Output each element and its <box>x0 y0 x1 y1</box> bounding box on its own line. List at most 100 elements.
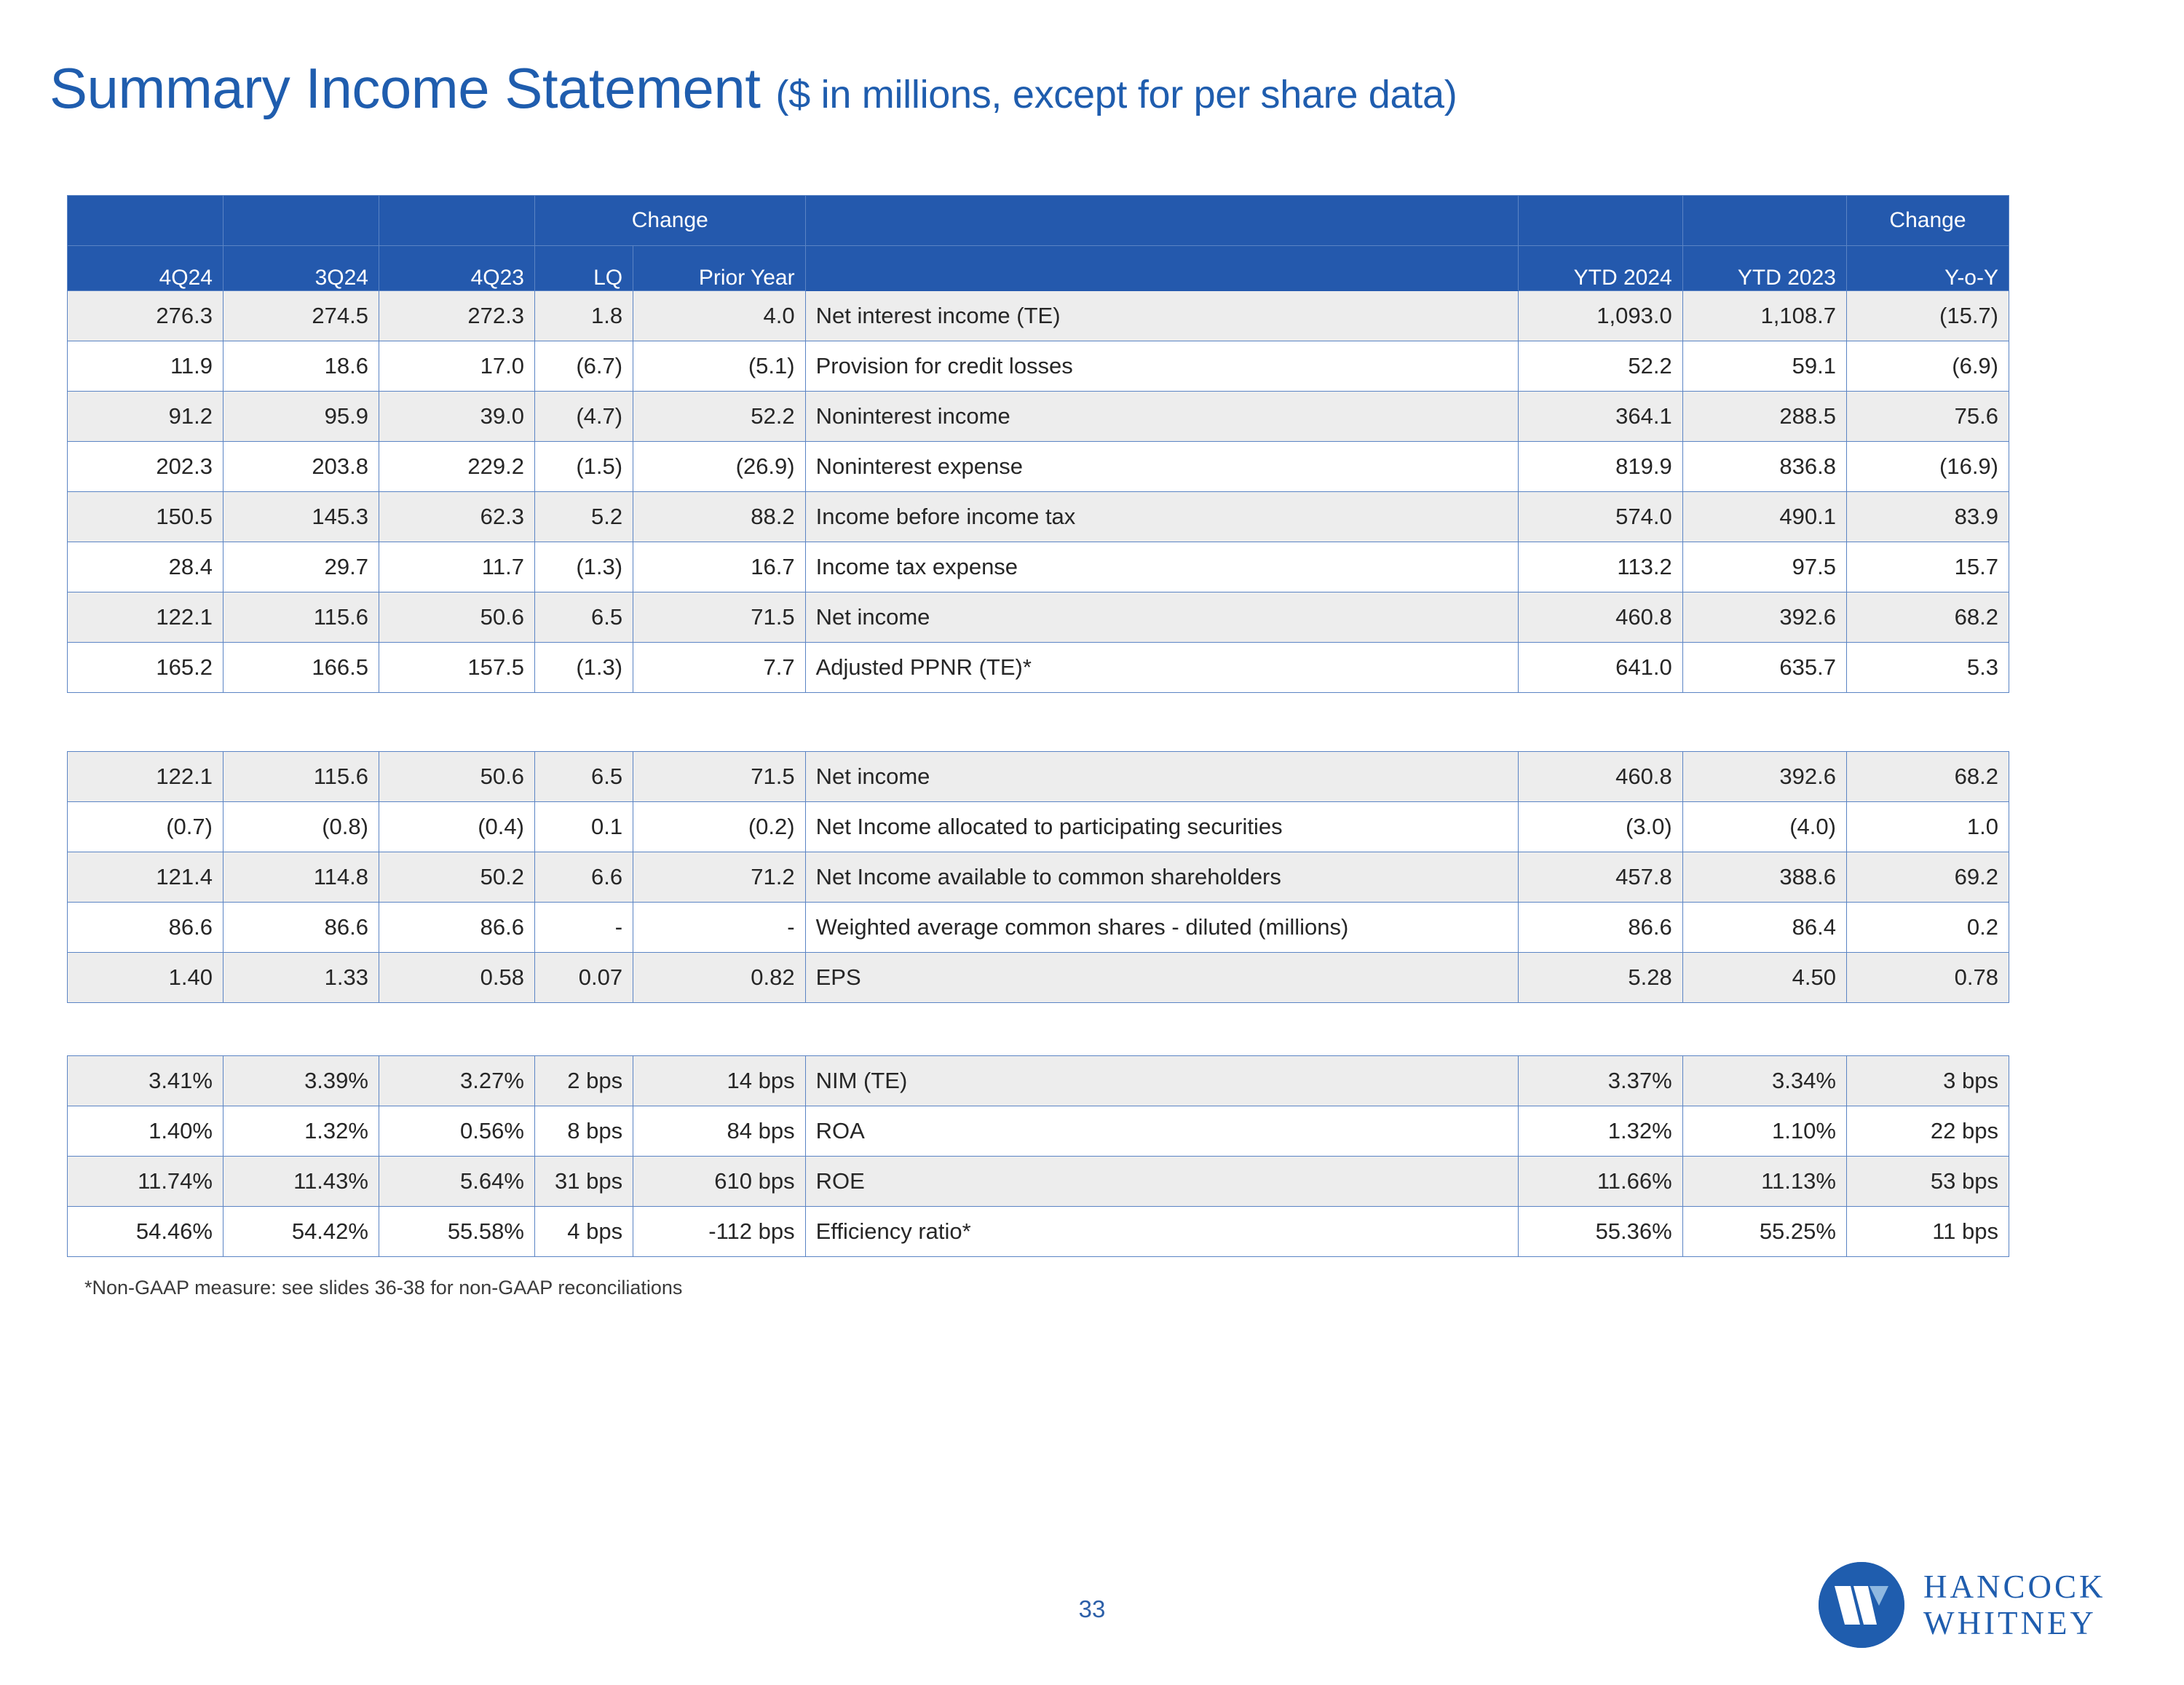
cell-change-prior-year: 16.7 <box>633 542 806 592</box>
cell-change-lq: - <box>534 902 634 953</box>
cell-4q23: 50.2 <box>378 852 535 903</box>
cell-change-prior-year: 71.5 <box>633 592 806 643</box>
cell-4q23: 50.6 <box>378 751 535 802</box>
cell-change-lq: 1.8 <box>534 290 634 341</box>
cell-4q24: 54.46% <box>67 1206 223 1257</box>
column-header-ytd-2023: YTD 2023 <box>1682 245 1847 291</box>
cell-4q24: 3.41% <box>67 1055 223 1106</box>
cell-3q24: 1.32% <box>222 1106 379 1157</box>
cell-ytd-2024: 819.9 <box>1518 441 1683 492</box>
cell-4q23: (0.4) <box>378 801 535 852</box>
cell-3q24: 115.6 <box>222 592 379 643</box>
cell-line-item: Noninterest income <box>804 391 1519 442</box>
cell-ytd-2023: 392.6 <box>1682 751 1847 802</box>
eps-reconciliation-table: 122.1 115.6 50.6 6.5 71.5 Net income 460.8 392.… <box>67 751 2010 1003</box>
cell-change-lq: 4 bps <box>534 1206 634 1257</box>
cell-ytd-2024: 457.8 <box>1518 852 1683 903</box>
cell-ytd-2024: 641.0 <box>1518 642 1683 693</box>
non-gaap-footnote: *Non-GAAP measure: see slides 36-38 for … <box>84 1277 683 1299</box>
header-spacer <box>804 195 1519 246</box>
header-spacer <box>378 195 535 246</box>
cell-change-prior-year: 84 bps <box>633 1106 806 1157</box>
cell-ytd-2023: (4.0) <box>1682 801 1847 852</box>
cell-change-prior-year: (26.9) <box>633 441 806 492</box>
cell-ytd-2023: 490.1 <box>1682 491 1847 542</box>
logo-line-1: HANCOCK <box>1923 1568 2106 1605</box>
cell-3q24: 166.5 <box>222 642 379 693</box>
cell-ytd-2023: 1,108.7 <box>1682 290 1847 341</box>
cell-change-prior-year: - <box>633 902 806 953</box>
cell-ytd-2023: 11.13% <box>1682 1156 1847 1207</box>
cell-change-yoy: 15.7 <box>1845 542 2010 592</box>
cell-change-yoy: (16.9) <box>1845 441 2010 492</box>
cell-3q24: 1.33 <box>222 952 379 1003</box>
table-header-row: 4Q24 3Q24 4Q23 LQ Prior Year YTD 2024 YT… <box>67 245 2010 291</box>
cell-4q23: 272.3 <box>378 290 535 341</box>
column-header-4q24: 4Q24 <box>67 245 223 291</box>
cell-ytd-2023: 392.6 <box>1682 592 1847 643</box>
hancock-whitney-logo: HANCOCK WHITNEY <box>1819 1562 2106 1648</box>
cell-line-item: Income tax expense <box>804 542 1519 592</box>
table-row: 202.3 203.8 229.2 (1.5) (26.9) Noninterest ex… <box>67 441 2010 492</box>
cell-4q24: 11.74% <box>67 1156 223 1207</box>
cell-line-item: Net Income allocated to participating se… <box>804 801 1519 852</box>
cell-change-prior-year: 0.82 <box>633 952 806 1003</box>
cell-line-item: Net interest income (TE) <box>804 290 1519 341</box>
cell-change-prior-year: -112 bps <box>633 1206 806 1257</box>
cell-change-yoy: 0.2 <box>1845 902 2010 953</box>
table-row: 121.4 114.8 50.2 6.6 71.2 Net Income availabl… <box>67 852 2010 903</box>
page-title: Summary Income Statement ($ in millions,… <box>50 60 1457 116</box>
cell-4q23: 55.58% <box>378 1206 535 1257</box>
cell-4q23: 11.7 <box>378 542 535 592</box>
header-spacer <box>1518 195 1683 246</box>
table-row: 122.1 115.6 50.6 6.5 71.5 Net income 460.8 392.… <box>67 751 2010 802</box>
cell-ytd-2024: 11.66% <box>1518 1156 1683 1207</box>
cell-3q24: 18.6 <box>222 341 379 392</box>
table-row: 276.3 274.5 272.3 1.8 4.0 Net interest income… <box>67 290 2010 341</box>
table-row: 1.40% 1.32% 0.56% 8 bps 84 bps ROA 1.32% 1.10% 2… <box>67 1106 2010 1157</box>
cell-ytd-2023: 288.5 <box>1682 391 1847 442</box>
cell-4q23: 0.56% <box>378 1106 535 1157</box>
header-spacer <box>222 195 379 246</box>
cell-change-yoy: 1.0 <box>1845 801 2010 852</box>
cell-4q24: 165.2 <box>67 642 223 693</box>
cell-4q24: 1.40% <box>67 1106 223 1157</box>
cell-ytd-2024: 3.37% <box>1518 1055 1683 1106</box>
cell-ytd-2024: (3.0) <box>1518 801 1683 852</box>
cell-change-yoy: 69.2 <box>1845 852 2010 903</box>
header-spacer <box>67 195 223 246</box>
cell-4q23: 3.27% <box>378 1055 535 1106</box>
table-row: 1.40 1.33 0.58 0.07 0.82 EPS 5.28 4.50 0.78 <box>67 952 2010 1003</box>
cell-4q24: 276.3 <box>67 290 223 341</box>
cell-change-yoy: (6.9) <box>1845 341 2010 392</box>
page-title-subtitle: ($ in millions, except for per share dat… <box>775 73 1457 116</box>
cell-4q23: 157.5 <box>378 642 535 693</box>
column-header-prior-year: Prior Year <box>633 245 806 291</box>
cell-change-lq: (6.7) <box>534 341 634 392</box>
header-spacer <box>1682 195 1847 246</box>
cell-change-lq: 0.1 <box>534 801 634 852</box>
cell-4q24: 202.3 <box>67 441 223 492</box>
eps-reconciliation-body: 122.1 115.6 50.6 6.5 71.5 Net income 460.8 392.… <box>67 751 2010 1003</box>
cell-change-yoy: 68.2 <box>1845 751 2010 802</box>
cell-ytd-2023: 55.25% <box>1682 1206 1847 1257</box>
table-row: 91.2 95.9 39.0 (4.7) 52.2 Noninterest income 3… <box>67 391 2010 442</box>
cell-4q24: 1.40 <box>67 952 223 1003</box>
cell-line-item: Efficiency ratio* <box>804 1206 1519 1257</box>
cell-line-item: ROA <box>804 1106 1519 1157</box>
cell-ytd-2023: 97.5 <box>1682 542 1847 592</box>
cell-3q24: 115.6 <box>222 751 379 802</box>
page-title-main: Summary Income Statement <box>50 56 776 120</box>
cell-4q23: 86.6 <box>378 902 535 953</box>
cell-change-yoy: 5.3 <box>1845 642 2010 693</box>
cell-ytd-2024: 364.1 <box>1518 391 1683 442</box>
cell-3q24: (0.8) <box>222 801 379 852</box>
cell-line-item: Weighted average common shares - diluted… <box>804 902 1519 953</box>
cell-ytd-2023: 59.1 <box>1682 341 1847 392</box>
column-header-3q24: 3Q24 <box>222 245 379 291</box>
cell-change-lq: 5.2 <box>534 491 634 542</box>
column-header-yoy: Y-o-Y <box>1845 245 2010 291</box>
cell-change-yoy: 83.9 <box>1845 491 2010 542</box>
cell-4q23: 62.3 <box>378 491 535 542</box>
cell-3q24: 145.3 <box>222 491 379 542</box>
